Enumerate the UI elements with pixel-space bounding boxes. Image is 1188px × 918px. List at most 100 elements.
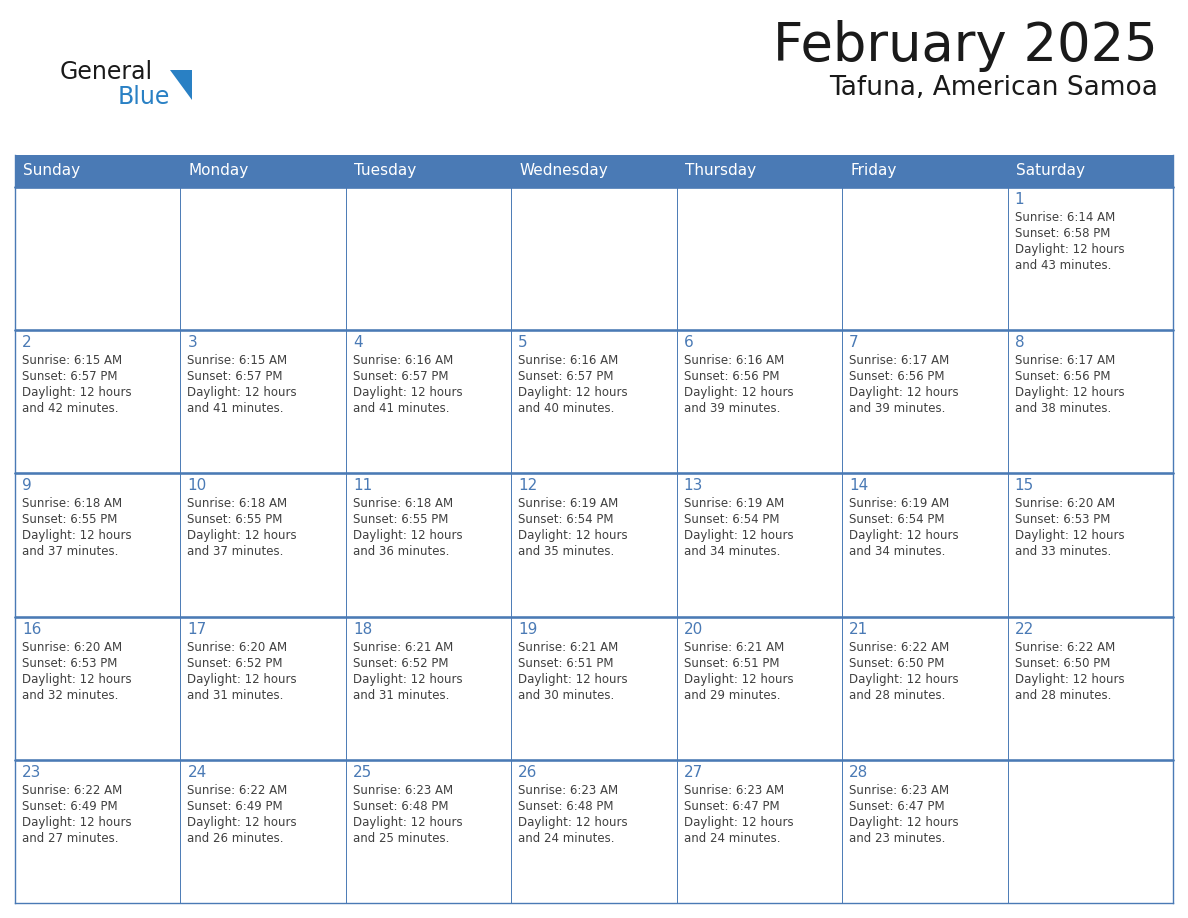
Bar (1007, 760, 1173, 903)
Text: Monday: Monday (189, 163, 248, 178)
Text: 18: 18 (353, 621, 372, 636)
Bar (677, 760, 842, 903)
Text: Sunrise: 6:23 AM: Sunrise: 6:23 AM (353, 784, 453, 797)
Bar (346, 187, 511, 330)
Text: Daylight: 12 hours: Daylight: 12 hours (518, 673, 628, 686)
Bar (346, 155, 511, 187)
Text: and 38 minutes.: and 38 minutes. (1015, 402, 1111, 415)
Bar (842, 330, 1007, 474)
Text: Daylight: 12 hours: Daylight: 12 hours (353, 816, 462, 829)
Text: and 39 minutes.: and 39 minutes. (684, 402, 781, 415)
Bar (511, 155, 677, 187)
Text: Daylight: 12 hours: Daylight: 12 hours (23, 386, 132, 399)
Text: 17: 17 (188, 621, 207, 636)
Text: Sunset: 6:48 PM: Sunset: 6:48 PM (353, 800, 448, 812)
Bar (346, 474, 511, 617)
Text: Daylight: 12 hours: Daylight: 12 hours (23, 530, 132, 543)
Text: 8: 8 (1015, 335, 1024, 350)
Bar (346, 760, 511, 903)
Text: 4: 4 (353, 335, 362, 350)
Text: Sunset: 6:56 PM: Sunset: 6:56 PM (684, 370, 779, 383)
Text: Sunset: 6:54 PM: Sunset: 6:54 PM (684, 513, 779, 526)
Text: Friday: Friday (851, 163, 897, 178)
Text: Saturday: Saturday (1016, 163, 1085, 178)
Text: Sunrise: 6:19 AM: Sunrise: 6:19 AM (518, 498, 619, 510)
Text: Sunset: 6:47 PM: Sunset: 6:47 PM (849, 800, 944, 812)
Text: Daylight: 12 hours: Daylight: 12 hours (684, 386, 794, 399)
Text: Sunrise: 6:18 AM: Sunrise: 6:18 AM (353, 498, 453, 510)
Bar (511, 330, 677, 474)
Bar (1007, 187, 1173, 330)
Text: Sunrise: 6:20 AM: Sunrise: 6:20 AM (188, 641, 287, 654)
Bar (181, 760, 346, 903)
Text: and 33 minutes.: and 33 minutes. (1015, 545, 1111, 558)
Text: Sunset: 6:51 PM: Sunset: 6:51 PM (684, 656, 779, 669)
Text: Sunrise: 6:23 AM: Sunrise: 6:23 AM (684, 784, 784, 797)
Bar (677, 155, 842, 187)
Text: Sunrise: 6:22 AM: Sunrise: 6:22 AM (23, 784, 122, 797)
Text: Sunday: Sunday (23, 163, 80, 178)
Text: Sunrise: 6:21 AM: Sunrise: 6:21 AM (353, 641, 453, 654)
Text: Daylight: 12 hours: Daylight: 12 hours (849, 816, 959, 829)
Text: and 24 minutes.: and 24 minutes. (518, 832, 614, 845)
Text: Daylight: 12 hours: Daylight: 12 hours (1015, 530, 1124, 543)
Text: Daylight: 12 hours: Daylight: 12 hours (684, 816, 794, 829)
Text: and 34 minutes.: and 34 minutes. (849, 545, 946, 558)
Bar (842, 474, 1007, 617)
Text: 28: 28 (849, 765, 868, 779)
Text: Daylight: 12 hours: Daylight: 12 hours (353, 530, 462, 543)
Text: Sunset: 6:53 PM: Sunset: 6:53 PM (1015, 513, 1110, 526)
Bar (181, 617, 346, 760)
Text: Wednesday: Wednesday (519, 163, 608, 178)
Text: Sunrise: 6:16 AM: Sunrise: 6:16 AM (518, 354, 619, 367)
Text: Tuesday: Tuesday (354, 163, 416, 178)
Bar (677, 617, 842, 760)
Text: Sunrise: 6:18 AM: Sunrise: 6:18 AM (188, 498, 287, 510)
Text: Sunset: 6:57 PM: Sunset: 6:57 PM (188, 370, 283, 383)
Text: and 26 minutes.: and 26 minutes. (188, 832, 284, 845)
Bar (15, 760, 181, 903)
Text: 23: 23 (23, 765, 42, 779)
Text: Sunset: 6:54 PM: Sunset: 6:54 PM (849, 513, 944, 526)
Text: Daylight: 12 hours: Daylight: 12 hours (1015, 386, 1124, 399)
Text: Sunrise: 6:22 AM: Sunrise: 6:22 AM (188, 784, 287, 797)
Text: Sunrise: 6:22 AM: Sunrise: 6:22 AM (1015, 641, 1114, 654)
Text: 13: 13 (684, 478, 703, 493)
Text: 15: 15 (1015, 478, 1034, 493)
Text: Sunset: 6:52 PM: Sunset: 6:52 PM (353, 656, 448, 669)
Text: Daylight: 12 hours: Daylight: 12 hours (188, 816, 297, 829)
Text: Sunset: 6:56 PM: Sunset: 6:56 PM (1015, 370, 1110, 383)
Text: February 2025: February 2025 (773, 20, 1158, 72)
Bar (1007, 330, 1173, 474)
Bar (181, 474, 346, 617)
Text: Sunset: 6:56 PM: Sunset: 6:56 PM (849, 370, 944, 383)
Text: and 31 minutes.: and 31 minutes. (188, 688, 284, 701)
Text: and 36 minutes.: and 36 minutes. (353, 545, 449, 558)
Text: 25: 25 (353, 765, 372, 779)
Bar (1007, 617, 1173, 760)
Text: 11: 11 (353, 478, 372, 493)
Text: and 25 minutes.: and 25 minutes. (353, 832, 449, 845)
Text: Sunset: 6:58 PM: Sunset: 6:58 PM (1015, 227, 1110, 240)
Text: Daylight: 12 hours: Daylight: 12 hours (849, 530, 959, 543)
Text: Sunset: 6:55 PM: Sunset: 6:55 PM (23, 513, 118, 526)
Bar (15, 187, 181, 330)
Text: Thursday: Thursday (684, 163, 756, 178)
Bar (511, 760, 677, 903)
Bar (511, 187, 677, 330)
Bar (181, 187, 346, 330)
Text: 20: 20 (684, 621, 703, 636)
Text: and 32 minutes.: and 32 minutes. (23, 688, 119, 701)
Text: Sunrise: 6:21 AM: Sunrise: 6:21 AM (684, 641, 784, 654)
Text: and 39 minutes.: and 39 minutes. (849, 402, 946, 415)
Text: 27: 27 (684, 765, 703, 779)
Text: Sunset: 6:50 PM: Sunset: 6:50 PM (849, 656, 944, 669)
Text: Sunrise: 6:22 AM: Sunrise: 6:22 AM (849, 641, 949, 654)
Text: 21: 21 (849, 621, 868, 636)
Text: Daylight: 12 hours: Daylight: 12 hours (849, 673, 959, 686)
Text: 19: 19 (518, 621, 538, 636)
Text: Blue: Blue (118, 85, 170, 109)
Text: 12: 12 (518, 478, 537, 493)
Bar (842, 155, 1007, 187)
Text: Daylight: 12 hours: Daylight: 12 hours (23, 816, 132, 829)
